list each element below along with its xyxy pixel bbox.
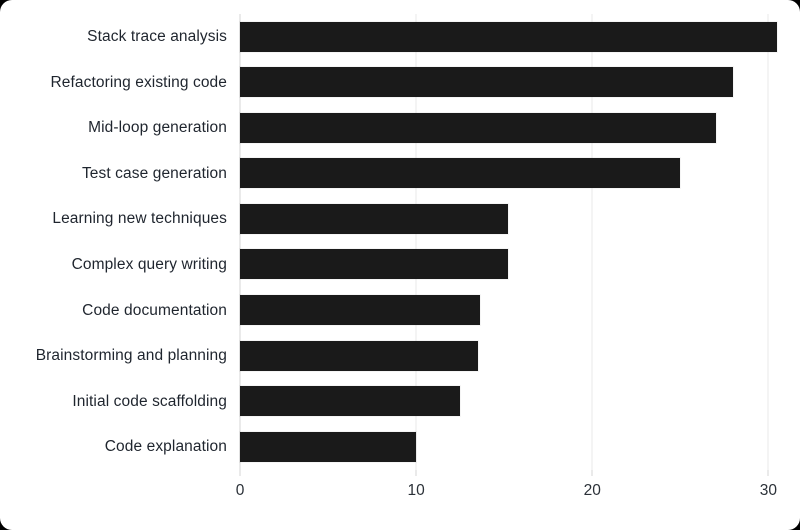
bar [240, 431, 417, 462]
gridlines-layer [239, 14, 786, 470]
chart-row: Test case generation [82, 151, 786, 197]
category-label: Test case generation [81, 164, 227, 182]
category-label: Mid-loop generation [88, 119, 227, 137]
chart-row: Complex query writing [72, 242, 786, 288]
x-axis: 0 10 20 30 [236, 470, 786, 516]
category-label: Code documentation [82, 301, 227, 319]
bar [240, 21, 778, 52]
bar [240, 340, 478, 371]
tick-mark [415, 470, 417, 476]
bar [240, 249, 508, 280]
chart-row: Code documentation [82, 288, 786, 334]
tick-mark [239, 470, 241, 476]
category-label: Initial code scaffolding [72, 392, 227, 410]
gridline-20 [591, 14, 593, 470]
chart-row: Initial code scaffolding [72, 379, 786, 425]
chart-row: Code explanation [105, 424, 786, 470]
category-label: Code explanation [104, 438, 227, 456]
bar [240, 67, 734, 98]
tick-mark [767, 470, 769, 476]
bars-layer: Stack trace analysis Refactoring existing… [36, 14, 786, 470]
plot-area: Stack trace analysis Refactoring existing… [36, 14, 786, 470]
tick-label: 30 [759, 482, 777, 499]
chart-row: Mid-loop generation [88, 105, 786, 151]
bar [240, 203, 508, 234]
category-label: Complex query writing [71, 255, 227, 273]
category-label: Brainstorming and planning [35, 347, 227, 365]
bar [240, 112, 716, 143]
category-label: Learning new techniques [52, 210, 227, 228]
bar [240, 295, 480, 326]
tick-label: 20 [583, 482, 601, 499]
gridline-30 [767, 14, 769, 470]
chart-row: Stack trace analysis [87, 14, 786, 60]
bar [240, 158, 681, 189]
tick-label: 0 [235, 482, 245, 499]
gridline-0 [239, 14, 241, 470]
tick-mark [591, 470, 593, 476]
chart-row: Brainstorming and planning [36, 333, 786, 379]
chart-row: Refactoring existing code [50, 60, 786, 106]
category-label: Stack trace analysis [87, 28, 227, 45]
bar [240, 386, 461, 417]
tick-label: 10 [407, 482, 425, 499]
chart-row: Learning new techniques [52, 196, 786, 242]
category-label: Refactoring existing code [50, 73, 227, 91]
gridline-10 [415, 14, 417, 470]
